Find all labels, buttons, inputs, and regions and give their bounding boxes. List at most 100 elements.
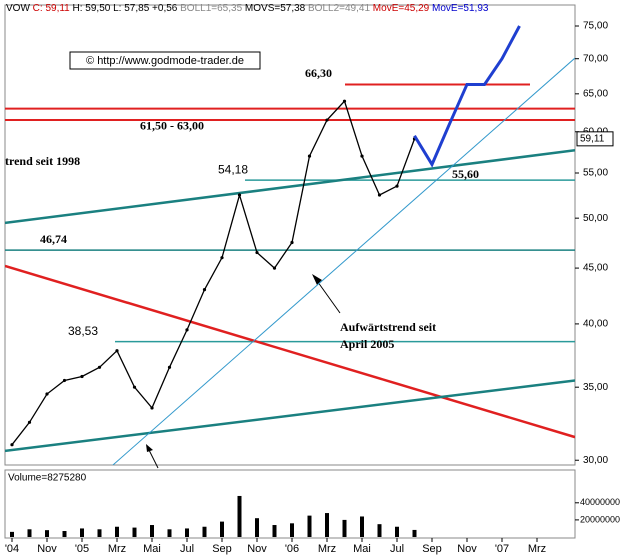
volume-bar [202, 526, 207, 537]
price-point [255, 250, 259, 255]
x-tick-label: Sep [422, 543, 442, 555]
last-price-tag [576, 131, 614, 147]
forecast-line [413, 25, 521, 168]
volume-bar [10, 531, 14, 537]
price-point [167, 365, 172, 369]
watermark: © http://www.godmode-trader.de [86, 55, 244, 67]
header-item: BOLL1=65,35 [180, 3, 242, 14]
price-point [290, 240, 294, 245]
volume-bar [132, 527, 137, 537]
header-item: L: 57,85 [113, 3, 150, 14]
price-point [80, 374, 84, 379]
header-item: BOLL2=49,41 [308, 3, 370, 14]
x-tick-label: Mrz [318, 543, 336, 555]
y-tick-label: 55,00 [583, 168, 608, 179]
price-point [62, 378, 67, 383]
arrow-shaft [147, 447, 159, 469]
volume-bar [220, 521, 224, 537]
y-tick-label: 45,00 [583, 263, 608, 274]
volume-bar [27, 529, 32, 537]
watermark-box [69, 51, 261, 70]
price-point [45, 392, 49, 396]
header-item: MOVS=57,38 [245, 3, 306, 14]
trendline [112, 57, 575, 465]
volume-bar [290, 523, 294, 537]
plot-area [5, 25, 575, 465]
price-point [220, 256, 224, 260]
price-pane [4, 4, 576, 466]
x-tick-label: Nov [457, 543, 477, 555]
volume-bar [360, 516, 364, 537]
x-tick-label: '06 [285, 543, 299, 555]
y-tick-label: 50,00 [583, 213, 608, 224]
volume-bar [395, 526, 399, 537]
volume-bar [412, 529, 417, 537]
header-item: MovE=45,29 [373, 3, 430, 14]
x-tick-label: '04 [5, 543, 19, 555]
header-item: C: 59,11 [33, 3, 70, 14]
header-item: MovE=51,93 [432, 3, 489, 14]
level-label: 54,18 [218, 162, 248, 176]
x-tick-label: Mrz [108, 543, 126, 555]
level-label: 61,50 - 63,00 [140, 118, 204, 132]
price-point [377, 193, 382, 197]
price-point [150, 406, 154, 410]
x-tick-label: Mai [143, 543, 161, 555]
x-tick-label: '05 [75, 543, 89, 555]
x-tick-label: Mai [353, 543, 371, 555]
price-point [237, 193, 242, 197]
level-label: 46,74 [40, 232, 67, 246]
y-tick-label: 75,00 [583, 21, 608, 32]
y-tick-label: 35,00 [583, 382, 608, 393]
volume-bar [185, 528, 189, 537]
price-point [10, 443, 14, 447]
volume-bar [150, 525, 154, 537]
price-point [395, 184, 399, 188]
volume-bar [377, 524, 382, 537]
level-label: 66,30 [305, 66, 332, 80]
x-tick-label: Sep [212, 543, 232, 555]
volume-bar [325, 513, 329, 537]
y-tick-label: 30,00 [583, 455, 608, 466]
volume-bar [62, 531, 67, 537]
price-point [97, 365, 102, 369]
last-price-label: 59,11 [580, 133, 605, 144]
volume-bar [272, 525, 277, 537]
trend-label: Aufwärtstrend seit [340, 320, 436, 334]
volume-bar [97, 529, 102, 537]
price-line [11, 99, 416, 446]
volume-bar [167, 529, 172, 537]
trendline [5, 379, 575, 453]
volume-bar [255, 518, 259, 537]
trendline [5, 264, 575, 439]
x-tick-label: '07 [495, 543, 509, 555]
y-tick-label: 65,00 [583, 88, 608, 99]
x-tick-label: Jul [390, 543, 404, 555]
volume-title: Volume=8275280 [8, 473, 87, 484]
price-point [27, 420, 32, 424]
header: VOW C: 59,11 H: 59,50 L: 57,85 +0,56 BOL… [6, 3, 489, 14]
price-point [342, 99, 347, 103]
volume-bar [307, 515, 312, 537]
price-point [307, 154, 312, 158]
volume-tick-label: 20000000 [580, 514, 620, 524]
x-tick-label: Nov [37, 543, 57, 555]
volume-bar [237, 495, 242, 537]
trendline [5, 149, 575, 225]
price-point [115, 349, 119, 353]
price-point [360, 154, 364, 158]
volume-tick-label: 40000000 [580, 497, 620, 507]
x-tick-label: Jul [180, 543, 194, 555]
price-point [272, 266, 277, 270]
volume-bar [80, 528, 84, 537]
trend-label: trend seit 1998 [5, 154, 80, 168]
price-point [185, 328, 189, 332]
y-tick-label: 70,00 [583, 53, 608, 64]
header-item: +0,56 [152, 3, 178, 14]
volume-bar [115, 526, 119, 537]
volume-bar [45, 530, 49, 537]
x-tick-label: Nov [247, 543, 267, 555]
level-label: 38,53 [68, 324, 98, 338]
y-tick-label: 40,00 [583, 319, 608, 330]
